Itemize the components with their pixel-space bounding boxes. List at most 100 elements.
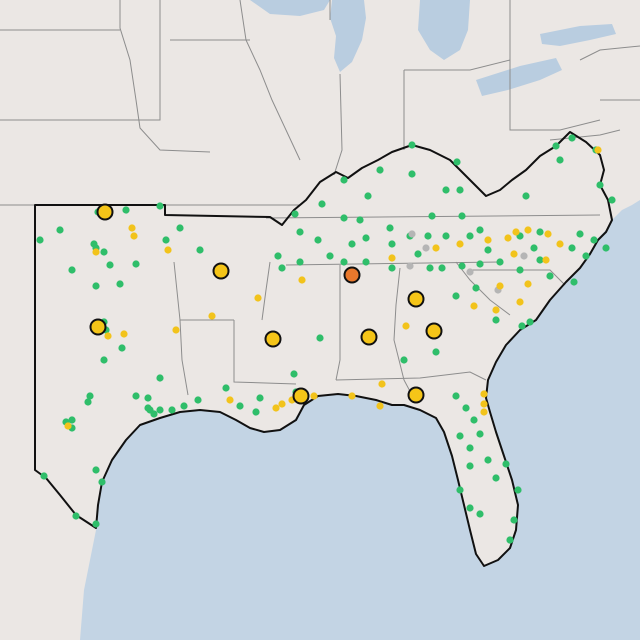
station-marker-yellow[interactable] — [278, 400, 286, 408]
station-marker-green[interactable] — [466, 462, 474, 470]
station-marker-yellow[interactable] — [378, 380, 386, 388]
station-marker-green[interactable] — [442, 232, 450, 240]
station-marker-green[interactable] — [526, 318, 534, 326]
station-marker-green[interactable] — [456, 486, 464, 494]
station-marker-green[interactable] — [570, 278, 578, 286]
major-station-marker-yellow[interactable] — [212, 262, 230, 280]
station-marker-yellow[interactable] — [432, 244, 440, 252]
station-marker-yellow[interactable] — [128, 224, 136, 232]
station-marker-green[interactable] — [492, 474, 500, 482]
major-station-marker-yellow[interactable] — [96, 203, 114, 221]
station-marker-green[interactable] — [476, 260, 484, 268]
station-marker-green[interactable] — [530, 244, 538, 252]
major-station-marker-yellow[interactable] — [264, 330, 282, 348]
station-marker-green[interactable] — [414, 250, 422, 258]
station-marker-green[interactable] — [291, 210, 299, 218]
station-marker-green[interactable] — [466, 444, 474, 452]
station-marker-green[interactable] — [458, 262, 466, 270]
station-marker-green[interactable] — [340, 258, 348, 266]
station-marker-green[interactable] — [466, 232, 474, 240]
station-marker-yellow[interactable] — [226, 396, 234, 404]
station-marker-green[interactable] — [484, 246, 492, 254]
station-marker-yellow[interactable] — [492, 306, 500, 314]
station-marker-green[interactable] — [274, 252, 282, 260]
station-marker-green[interactable] — [466, 504, 474, 512]
station-marker-yellow[interactable] — [456, 240, 464, 248]
station-marker-green[interactable] — [40, 472, 48, 480]
station-marker-green[interactable] — [296, 228, 304, 236]
station-marker-green[interactable] — [100, 356, 108, 364]
station-marker-green[interactable] — [252, 408, 260, 416]
station-marker-green[interactable] — [476, 430, 484, 438]
station-marker-green[interactable] — [456, 186, 464, 194]
station-marker-green[interactable] — [456, 432, 464, 440]
station-marker-green[interactable] — [556, 156, 564, 164]
station-marker-yellow[interactable] — [348, 392, 356, 400]
station-marker-yellow[interactable] — [172, 326, 180, 334]
station-marker-green[interactable] — [56, 226, 64, 234]
station-marker-green[interactable] — [156, 202, 164, 210]
station-marker-green[interactable] — [506, 536, 514, 544]
station-marker-green[interactable] — [290, 370, 298, 378]
station-marker-green[interactable] — [552, 142, 560, 150]
station-marker-yellow[interactable] — [480, 408, 488, 416]
station-marker-green[interactable] — [156, 374, 164, 382]
station-marker-green[interactable] — [438, 264, 446, 272]
station-marker-gray[interactable] — [520, 252, 528, 260]
station-marker-green[interactable] — [424, 232, 432, 240]
station-marker-green[interactable] — [458, 212, 466, 220]
station-marker-green[interactable] — [132, 260, 140, 268]
station-marker-yellow[interactable] — [388, 254, 396, 262]
station-marker-yellow[interactable] — [480, 390, 488, 398]
station-marker-green[interactable] — [144, 394, 152, 402]
station-marker-yellow[interactable] — [272, 404, 280, 412]
station-marker-yellow[interactable] — [594, 146, 602, 154]
station-marker-green[interactable] — [316, 334, 324, 342]
station-marker-green[interactable] — [408, 141, 416, 149]
station-marker-green[interactable] — [118, 344, 126, 352]
station-marker-yellow[interactable] — [484, 236, 492, 244]
station-marker-gray[interactable] — [406, 262, 414, 270]
station-marker-green[interactable] — [376, 166, 384, 174]
station-marker-green[interactable] — [462, 404, 470, 412]
station-marker-green[interactable] — [162, 236, 170, 244]
station-marker-green[interactable] — [476, 226, 484, 234]
station-marker-green[interactable] — [452, 292, 460, 300]
station-marker-green[interactable] — [536, 228, 544, 236]
station-marker-green[interactable] — [92, 520, 100, 528]
station-marker-green[interactable] — [476, 510, 484, 518]
station-marker-green[interactable] — [518, 322, 526, 330]
station-marker-green[interactable] — [432, 348, 440, 356]
major-station-marker-orange[interactable] — [343, 266, 361, 284]
station-marker-gray[interactable] — [422, 244, 430, 252]
station-marker-green[interactable] — [568, 244, 576, 252]
station-marker-green[interactable] — [582, 252, 590, 260]
station-marker-yellow[interactable] — [310, 392, 318, 400]
station-marker-green[interactable] — [116, 280, 124, 288]
station-marker-yellow[interactable] — [298, 276, 306, 284]
station-marker-yellow[interactable] — [164, 246, 172, 254]
station-marker-green[interactable] — [340, 214, 348, 222]
station-marker-green[interactable] — [522, 192, 530, 200]
station-marker-green[interactable] — [36, 236, 44, 244]
station-marker-green[interactable] — [388, 264, 396, 272]
station-marker-green[interactable] — [100, 248, 108, 256]
station-marker-green[interactable] — [68, 416, 76, 424]
station-marker-green[interactable] — [576, 230, 584, 238]
station-marker-green[interactable] — [452, 392, 460, 400]
station-marker-green[interactable] — [150, 410, 158, 418]
station-marker-green[interactable] — [364, 192, 372, 200]
station-marker-green[interactable] — [278, 264, 286, 272]
station-marker-yellow[interactable] — [470, 302, 478, 310]
station-marker-green[interactable] — [314, 236, 322, 244]
station-marker-yellow[interactable] — [516, 298, 524, 306]
station-marker-green[interactable] — [326, 252, 334, 260]
station-marker-green[interactable] — [514, 486, 522, 494]
station-marker-green[interactable] — [222, 384, 230, 392]
station-marker-green[interactable] — [496, 258, 504, 266]
station-marker-green[interactable] — [408, 170, 416, 178]
station-marker-green[interactable] — [72, 512, 80, 520]
station-marker-yellow[interactable] — [104, 332, 112, 340]
station-marker-green[interactable] — [256, 394, 264, 402]
